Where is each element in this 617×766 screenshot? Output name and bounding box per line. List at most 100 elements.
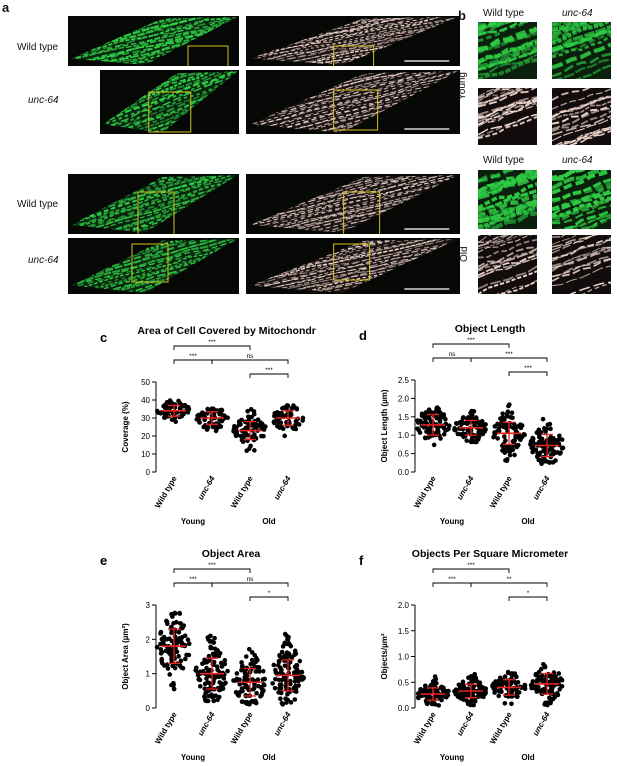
chart-title: Area of Cell Covered by Mitochondria [137, 325, 316, 337]
data-point [476, 690, 481, 696]
data-point [219, 664, 225, 669]
data-point [239, 660, 244, 665]
data-point [171, 621, 176, 626]
y-tick-label: 0 [146, 704, 151, 713]
data-point [197, 420, 203, 425]
data-point [278, 686, 284, 691]
data-point [250, 661, 255, 667]
data-point [208, 645, 214, 651]
data-point [544, 459, 549, 464]
data-point [239, 667, 244, 673]
data-point [208, 633, 213, 639]
significance-bracket [211, 359, 289, 364]
data-point [468, 702, 473, 708]
data-point [169, 624, 174, 630]
data-point [492, 690, 497, 695]
data-point [171, 686, 177, 692]
data-point [500, 448, 505, 453]
micrograph-fluorescence [68, 238, 239, 294]
data-point [508, 681, 514, 687]
x-tick-label: unc-64 [196, 710, 217, 737]
y-axis-label: Coverage (%) [121, 401, 130, 452]
data-point [549, 686, 555, 691]
data-point [425, 427, 431, 432]
data-point [514, 691, 520, 697]
significance-bracket [470, 357, 548, 362]
zoom-skeleton [478, 235, 537, 294]
data-point [503, 458, 508, 463]
data-point [529, 682, 535, 687]
data-point [482, 429, 488, 434]
data-point [502, 417, 507, 423]
data-point [218, 424, 224, 429]
data-point [202, 681, 208, 687]
data-point [214, 426, 219, 432]
significance-bracket [173, 345, 251, 350]
data-point [154, 644, 160, 650]
y-tick-label: 1 [146, 670, 151, 679]
data-point [553, 674, 558, 679]
data-point [167, 672, 173, 677]
data-point [276, 658, 282, 664]
data-point [539, 436, 545, 442]
significance-bracket [211, 582, 289, 587]
data-point [517, 436, 522, 442]
data-point [434, 415, 440, 421]
data-point [176, 654, 181, 659]
data-point [476, 420, 481, 426]
panel-label: c [100, 330, 107, 345]
group-label: Young [440, 753, 464, 762]
data-point [498, 416, 503, 421]
data-point [206, 693, 212, 699]
data-point [210, 694, 215, 700]
data-point [202, 694, 207, 699]
data-point [493, 686, 498, 692]
data-point [249, 657, 255, 663]
data-point [292, 648, 298, 654]
y-tick-label: 0 [146, 468, 151, 477]
significance-label: ns [247, 353, 255, 360]
data-point [252, 432, 257, 437]
data-point [277, 682, 283, 687]
data-point [505, 409, 511, 415]
data-point [186, 641, 192, 647]
data-point [540, 416, 546, 422]
data-point [272, 685, 278, 691]
data-point [441, 425, 447, 431]
data-point [233, 690, 239, 695]
data-point [154, 408, 160, 414]
data-point [259, 686, 265, 692]
group-label: Old [521, 753, 534, 762]
data-point [493, 681, 499, 686]
data-point [496, 689, 502, 694]
data-point [293, 418, 299, 424]
data-point [185, 407, 190, 412]
data-point [547, 695, 553, 701]
x-tick-label: unc-64 [455, 710, 476, 737]
data-point [459, 421, 464, 427]
data-point [536, 684, 541, 690]
data-point [282, 676, 288, 681]
data-point [438, 415, 444, 420]
x-tick-label: Wild type [153, 710, 179, 746]
data-point [213, 651, 218, 656]
y-tick-label: 2.0 [398, 601, 410, 610]
data-point [213, 674, 219, 680]
data-point [261, 433, 266, 439]
data-point [162, 663, 167, 668]
x-tick-label: Wild type [488, 710, 514, 746]
y-tick-label: 10 [141, 450, 150, 459]
data-point [205, 425, 211, 430]
data-point [280, 702, 286, 707]
data-point [232, 678, 237, 683]
data-point [545, 422, 551, 427]
data-point [159, 656, 165, 662]
data-point [530, 435, 535, 441]
data-point [296, 683, 301, 688]
data-point [542, 445, 548, 451]
data-point [507, 402, 512, 407]
x-tick-label: unc-64 [272, 710, 293, 737]
data-point [237, 681, 243, 687]
data-point [274, 423, 280, 429]
y-tick-label: 3 [146, 601, 151, 610]
